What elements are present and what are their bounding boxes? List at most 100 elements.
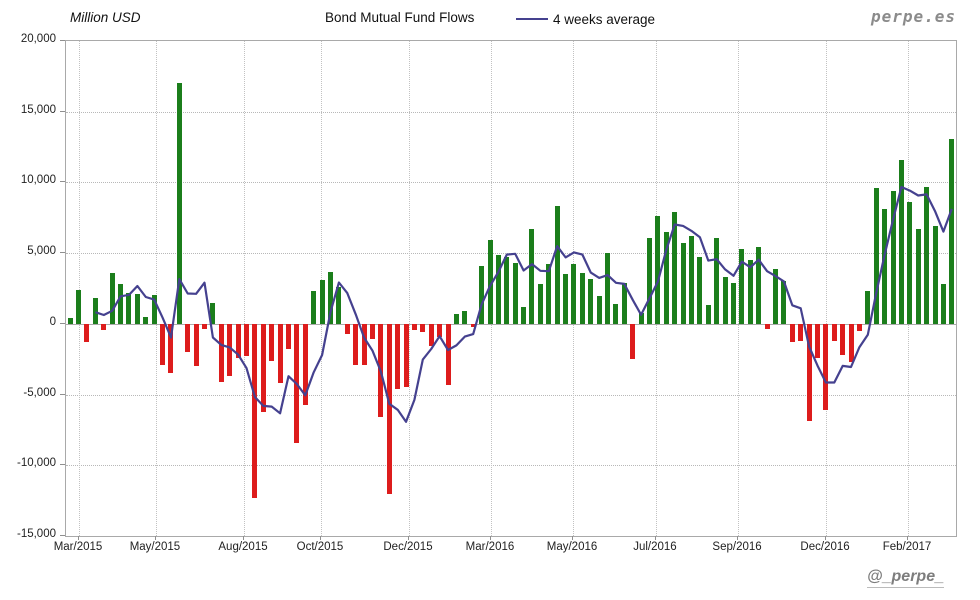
flow-bar — [596, 295, 602, 324]
flow-bar — [252, 323, 258, 498]
flow-bar — [84, 323, 90, 343]
legend: 4 weeks average — [516, 10, 655, 28]
flow-bar — [521, 306, 527, 324]
flow-bar — [453, 313, 459, 324]
y-axis-label: 10,000 — [20, 174, 56, 187]
y-axis-tick — [60, 322, 65, 324]
x-axis-tick — [408, 536, 409, 540]
flow-bar — [579, 272, 585, 324]
flow-bar — [865, 291, 871, 324]
flow-bar — [168, 323, 174, 374]
flow-bar — [67, 318, 73, 324]
chart-header: Million USD Bond Mutual Fund Flows 4 wee… — [0, 0, 980, 38]
flow-bar — [101, 323, 107, 330]
x-axis-label: Aug/2015 — [218, 541, 268, 553]
flow-bar — [411, 323, 417, 330]
flow-bar — [202, 323, 208, 329]
flow-bar — [546, 264, 552, 324]
y-axis-label: 0 — [49, 315, 56, 328]
x-axis-tick — [654, 536, 656, 540]
average-line — [95, 185, 953, 423]
v-gridline — [244, 41, 245, 536]
flow-bar — [311, 291, 317, 324]
flow-bar — [479, 265, 485, 324]
flow-bar — [537, 284, 543, 324]
x-axis-tick — [319, 536, 321, 540]
x-axis-label: Jul/2016 — [633, 541, 677, 553]
y-axis-tick — [60, 464, 65, 466]
flow-bar — [932, 226, 938, 324]
flow-bar — [437, 323, 443, 337]
flow-bar — [109, 272, 115, 324]
average-line-layer — [95, 185, 953, 423]
flow-bar — [949, 138, 955, 324]
flow-bar — [907, 202, 913, 324]
flow-bar — [731, 282, 736, 324]
flow-bar — [672, 212, 678, 324]
flow-bar — [940, 284, 946, 324]
flow-bar — [605, 253, 611, 324]
flow-bar — [898, 159, 904, 324]
flow-bar — [714, 237, 720, 324]
flow-bar — [680, 243, 686, 324]
x-axis-label: Feb/2017 — [882, 541, 932, 553]
flow-bar — [630, 323, 636, 360]
flow-bar — [327, 271, 333, 324]
flow-bar — [269, 323, 275, 361]
flow-bar — [369, 323, 375, 340]
flow-bar — [840, 323, 846, 355]
flow-bar — [697, 257, 703, 324]
flow-bar — [118, 284, 124, 324]
chart-title: Bond Mutual Fund Flows — [325, 10, 475, 25]
legend-label: 4 weeks average — [553, 11, 656, 27]
v-gridline — [78, 41, 80, 536]
x-axis-label: May/2016 — [546, 541, 598, 553]
flow-bar — [789, 323, 795, 343]
h-gridline — [66, 111, 956, 113]
flow-bar — [126, 292, 132, 324]
flow-bar — [798, 323, 804, 341]
flow-bar — [336, 287, 342, 324]
flow-bar — [134, 294, 140, 324]
x-axis-tick — [77, 536, 79, 540]
flow-bar — [151, 294, 157, 324]
flow-bar — [705, 305, 711, 324]
flow-bar — [856, 323, 862, 331]
x-axis-tick — [489, 536, 491, 540]
flow-bar — [689, 236, 695, 324]
y-axis-tick — [60, 40, 65, 41]
flow-bar — [193, 323, 199, 367]
y-axis-units-label: Million USD — [70, 10, 141, 25]
flow-bar — [176, 83, 182, 324]
flow-bar — [915, 229, 921, 324]
flow-bar — [882, 209, 888, 324]
flow-bar — [353, 323, 359, 365]
flow-bar — [244, 323, 250, 357]
flow-bar — [260, 323, 266, 412]
site-watermark: perpe.es — [870, 7, 956, 26]
h-gridline — [66, 182, 956, 184]
flow-bar — [647, 237, 653, 324]
v-gridline — [826, 41, 828, 536]
flow-bar — [495, 254, 501, 324]
x-axis-label: Dec/2016 — [800, 541, 850, 553]
flow-bar — [227, 323, 233, 377]
flow-bar — [873, 188, 879, 324]
flow-bar — [344, 323, 350, 334]
flow-bar — [420, 323, 426, 333]
v-gridline — [409, 41, 410, 536]
flow-bar — [504, 257, 510, 324]
twitter-handle: @_perpe_ — [867, 568, 944, 588]
flow-bar — [286, 323, 291, 350]
flow-bar — [529, 229, 535, 324]
y-axis-tick — [60, 181, 65, 183]
x-axis-label: Dec/2015 — [383, 541, 433, 553]
y-axis-label: 15,000 — [20, 103, 56, 116]
flow-bar — [218, 323, 224, 382]
flow-bar — [462, 311, 468, 324]
flow-bar — [428, 323, 434, 347]
flow-bar — [772, 268, 778, 324]
flow-bar — [76, 289, 82, 324]
x-axis-label: Sep/2016 — [712, 541, 762, 553]
x-axis-tick — [825, 536, 827, 540]
